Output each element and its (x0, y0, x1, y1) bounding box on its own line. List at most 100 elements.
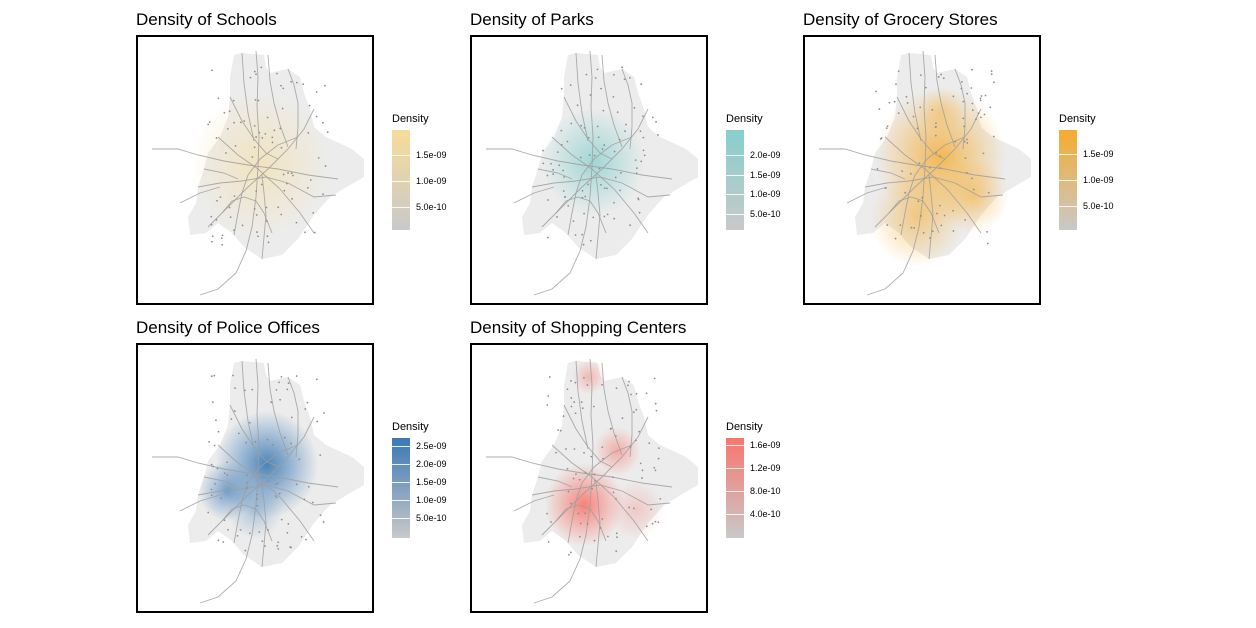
location-point (280, 518, 283, 521)
location-point (574, 381, 577, 384)
location-point (942, 77, 945, 80)
location-point (625, 123, 627, 126)
location-point (254, 440, 257, 443)
location-point (578, 478, 581, 481)
location-point (657, 447, 660, 450)
legend-tick (1059, 180, 1077, 181)
location-point (243, 120, 246, 122)
location-point (615, 532, 618, 535)
location-point (298, 458, 301, 461)
location-point (966, 138, 968, 141)
location-point (279, 398, 282, 401)
road-line (229, 404, 279, 468)
location-point (627, 384, 629, 387)
location-point (596, 68, 599, 71)
location-point (602, 457, 604, 460)
location-point (267, 529, 269, 531)
location-point (920, 215, 922, 217)
location-point (901, 170, 904, 173)
location-point (210, 240, 213, 243)
legend-colorbar (392, 130, 410, 230)
legend-tick (1059, 206, 1077, 207)
location-point (964, 218, 967, 221)
location-point (655, 120, 657, 123)
legend: Density 2.5e-09 2.0e-09 1.5e-09 1.0e-09 … (392, 421, 447, 538)
location-point (226, 461, 228, 464)
location-point (246, 481, 248, 484)
location-point (888, 101, 891, 104)
location-point (280, 146, 283, 149)
location-point (589, 94, 592, 96)
location-point (916, 127, 919, 130)
location-point (233, 410, 236, 412)
location-point (267, 241, 270, 244)
location-point (909, 172, 912, 175)
location-point (979, 99, 982, 102)
location-point (986, 231, 989, 233)
location-point (638, 211, 641, 214)
location-point (601, 446, 604, 449)
location-point (928, 166, 931, 169)
panel-title: Density of Parks (470, 10, 594, 29)
location-point (982, 152, 985, 155)
location-point (295, 375, 298, 377)
location-point (316, 420, 319, 423)
location-point (560, 129, 563, 132)
location-point (980, 95, 983, 97)
legend-tick-label: 5.0e-10 (416, 513, 447, 523)
legend-tick-label: 5.0e-10 (1083, 201, 1114, 211)
location-point (893, 100, 896, 103)
location-point (612, 476, 614, 479)
location-point (266, 235, 269, 238)
location-point (573, 401, 576, 403)
location-point (653, 377, 656, 380)
legend-tick-label: 5.0e-10 (750, 209, 781, 219)
location-point (287, 523, 290, 525)
location-point (963, 125, 965, 128)
location-point (211, 69, 213, 72)
location-point (603, 215, 606, 218)
location-point (569, 551, 572, 554)
location-point (255, 214, 258, 216)
location-point (593, 473, 596, 476)
legend-tick-label: 1.6e-09 (750, 439, 781, 450)
density-map (152, 358, 364, 604)
location-point (223, 111, 226, 114)
location-point (254, 459, 257, 461)
location-point (559, 429, 562, 432)
location-point (612, 95, 615, 98)
road-line (533, 358, 594, 604)
location-point (277, 547, 280, 550)
location-point (226, 474, 229, 476)
location-point (963, 140, 966, 143)
location-point (236, 534, 239, 537)
location-point (606, 213, 609, 216)
location-point (253, 208, 256, 210)
location-point (583, 376, 585, 379)
road-line (954, 68, 966, 150)
road-line (601, 54, 623, 148)
location-point (315, 115, 318, 118)
location-point (993, 81, 995, 84)
legend-tick-label: 1.2e-09 (750, 463, 781, 473)
location-point (258, 131, 261, 134)
road-line (595, 482, 601, 568)
location-point (629, 224, 632, 227)
road-line (934, 54, 956, 148)
location-point (566, 388, 569, 391)
location-point (601, 383, 603, 386)
location-point (271, 136, 274, 139)
location-point (217, 97, 220, 100)
location-point (603, 187, 606, 190)
legend-tick (726, 155, 744, 156)
location-point (216, 467, 219, 470)
location-point (599, 527, 602, 529)
location-point (275, 389, 278, 391)
legend-tick-label: 2.0e-09 (750, 150, 781, 160)
location-point (287, 172, 289, 174)
location-point (922, 231, 925, 234)
location-point (306, 187, 309, 189)
location-point (211, 235, 214, 238)
location-point (895, 83, 897, 86)
location-point (918, 162, 921, 165)
